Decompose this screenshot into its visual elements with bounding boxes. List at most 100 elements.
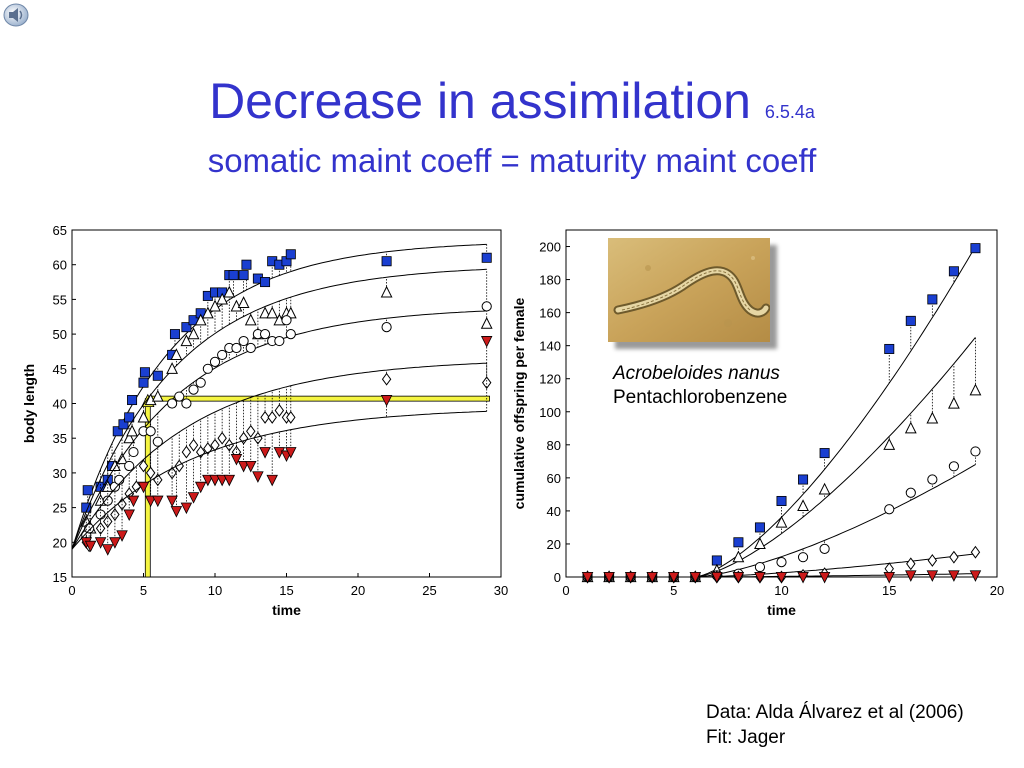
data-point-circle — [84, 523, 95, 534]
highlight-lines — [141, 393, 490, 578]
data-point-triangle — [259, 306, 271, 319]
data-point-circle — [181, 398, 192, 409]
y-tick-label: 180 — [539, 273, 561, 288]
data-point-diamond — [188, 438, 199, 452]
y-tick-label: 15 — [53, 570, 67, 585]
data-point-triangle — [266, 306, 279, 319]
x-tick-label: 15 — [279, 583, 293, 598]
data-point-triangle-down — [144, 495, 157, 508]
y-tick-label: 30 — [53, 466, 67, 481]
data-point-triangle-down — [116, 530, 128, 542]
y-tick-label: 55 — [53, 292, 67, 307]
series-triangle-down-red — [71, 336, 493, 556]
data-point-square — [82, 485, 93, 496]
y-axis-label: cumulative offspring per female — [511, 297, 527, 509]
data-point-triangle-down — [166, 495, 178, 508]
data-point-square — [181, 322, 192, 333]
data-point-square — [927, 294, 938, 305]
x-tick-label: 5 — [140, 583, 147, 598]
data-point-triangle-down — [84, 540, 97, 553]
data-point-diamond — [481, 376, 492, 390]
data-point-circle — [797, 552, 809, 563]
credit-fit: Fit: Jager — [706, 727, 786, 748]
data-point-triangle-down — [109, 537, 121, 549]
data-point-triangle-down — [223, 474, 236, 487]
y-tick-label: 120 — [539, 372, 561, 387]
data-point-circle — [281, 315, 292, 326]
data-point-square — [169, 329, 180, 340]
data-point-diamond — [131, 480, 142, 494]
credits: Data: Alda Álvarez et al (2006) Fit: Jag… — [706, 700, 964, 750]
data-point-circle — [174, 391, 185, 402]
data-point-triangle-down — [883, 572, 895, 584]
data-point-square — [948, 266, 959, 277]
data-point-square — [124, 412, 135, 423]
data-point-triangle — [170, 348, 183, 361]
data-point-triangle — [947, 396, 960, 409]
series-square-blue — [71, 243, 492, 550]
data-point-diamond — [145, 466, 156, 480]
data-point-square — [884, 343, 895, 354]
species-caption: Acrobeloides nanus Pentachlorobenzene — [613, 362, 787, 410]
data-point-square — [112, 426, 123, 437]
series-triangle-down-red — [581, 570, 982, 584]
title-version: 6.5.4a — [764, 102, 815, 122]
x-tick-label: 25 — [422, 583, 436, 598]
data-point-square — [118, 419, 129, 430]
data-point-circle — [754, 561, 766, 573]
data-point-circle — [188, 384, 199, 395]
data-point-square — [798, 474, 809, 485]
x-tick-label: 0 — [562, 583, 569, 598]
data-point-triangle — [216, 292, 229, 305]
data-point-circle — [231, 342, 242, 354]
data-point-triangle-down — [689, 572, 702, 584]
data-point-square — [285, 249, 296, 260]
highlight-horizontal — [147, 395, 490, 402]
data-point-circle — [167, 398, 178, 409]
data-point-circle — [128, 446, 139, 458]
data-point-circle — [195, 377, 206, 388]
y-tick-label: 45 — [53, 362, 67, 377]
data-point-triangle-down — [187, 492, 200, 504]
data-point-triangle-down — [581, 572, 594, 584]
data-point-circle — [819, 543, 830, 555]
data-point-triangle-down — [624, 572, 637, 584]
y-tick-label: 0 — [554, 570, 561, 585]
data-point-diamond — [949, 550, 959, 564]
x-tick-label: 20 — [351, 583, 365, 598]
data-point-square — [970, 243, 981, 254]
data-point-diamond — [246, 424, 256, 438]
data-point-circle — [381, 322, 392, 333]
y-tick-label: 25 — [53, 501, 67, 516]
speaker-icon[interactable] — [2, 2, 30, 28]
data-point-triangle — [818, 482, 831, 495]
data-point-triangle — [223, 285, 236, 298]
species-name: Acrobeloides nanus — [613, 363, 780, 384]
offspring-chart: 0 5 10 15 20020406080100120140160180200timec… — [511, 229, 1004, 618]
data-point-triangle-down — [754, 572, 766, 584]
data-point-circle — [481, 301, 492, 312]
data-point-square — [127, 395, 138, 406]
x-tick-label: 10 — [774, 583, 788, 598]
data-point-triangle-down — [668, 572, 680, 584]
data-point-diamond — [286, 410, 296, 424]
data-point-triangle-down — [775, 572, 788, 584]
data-point-triangle-down — [926, 570, 939, 582]
data-point-square — [905, 315, 916, 326]
series-diamond-open — [71, 362, 492, 553]
y-tick-label: 20 — [547, 537, 561, 552]
fit-curve — [71, 243, 487, 550]
data-point-circle — [905, 487, 916, 498]
data-point-diamond — [267, 410, 277, 424]
data-point-triangle-down — [266, 474, 278, 487]
data-point-diamond — [181, 445, 192, 459]
data-point-square — [481, 252, 492, 263]
data-point-square — [138, 377, 149, 388]
data-point-circle — [970, 446, 981, 457]
data-point-triangle — [137, 410, 150, 423]
y-tick-label: 80 — [547, 438, 561, 453]
data-point-triangle-down — [127, 495, 140, 508]
data-point-triangle-down — [123, 509, 135, 522]
data-point-diamond — [195, 445, 206, 459]
data-point-triangle — [166, 362, 179, 374]
